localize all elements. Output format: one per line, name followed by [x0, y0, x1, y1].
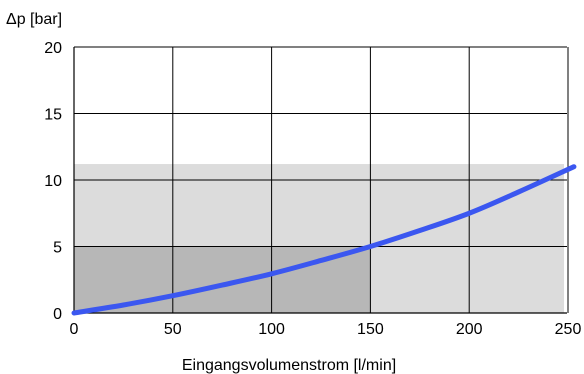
y-axis-label: Δp [bar] — [6, 11, 62, 28]
series-line — [71, 164, 577, 316]
x-tick-label: 100 — [258, 321, 285, 338]
y-tick-label: 10 — [44, 173, 62, 190]
x-tick-label: 200 — [456, 321, 483, 338]
series-layer — [71, 164, 577, 316]
x-axis-label: Eingangsvolumenstrom [l/min] — [182, 357, 396, 374]
x-tick-label: 50 — [164, 321, 182, 338]
x-tick-label: 150 — [357, 321, 384, 338]
shaded-regions — [74, 164, 565, 313]
y-tick-label: 0 — [53, 306, 62, 323]
y-tick-label: 15 — [44, 107, 62, 124]
y-tick-label: 5 — [53, 240, 62, 257]
y-tick-labels: 0 5 10 15 20 — [44, 40, 62, 323]
x-tick-label: 0 — [70, 321, 79, 338]
x-tick-label: 250 — [555, 321, 582, 338]
y-tick-label: 20 — [44, 40, 62, 57]
x-tick-labels: 0 50 100 150 200 250 — [70, 321, 582, 338]
region-dark — [74, 246, 371, 313]
grid — [73, 46, 569, 314]
